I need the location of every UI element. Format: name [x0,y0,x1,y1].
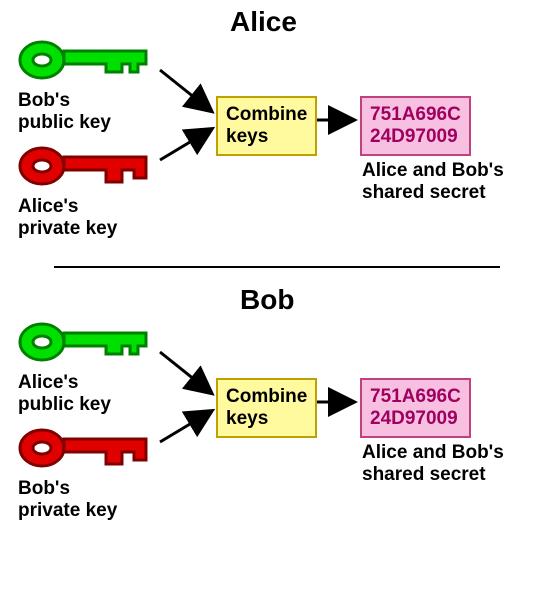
bob-combine-box: Combinekeys [216,378,317,438]
bob-secret-box: 751A696C24D97009 [360,378,471,438]
diagram-canvas: Alice Bob'spublic key Alice'sprivate key… [0,0,553,601]
bob-secret-label: Alice and Bob'sshared secret [362,442,504,486]
bob-arrows [0,0,553,601]
